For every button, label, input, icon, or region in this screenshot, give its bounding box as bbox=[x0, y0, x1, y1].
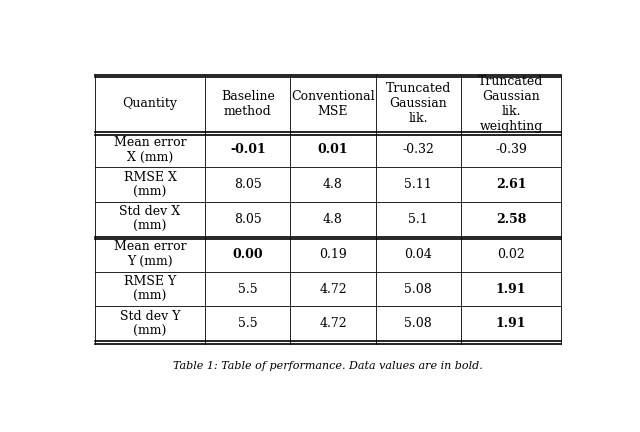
Text: Table 1: Table of performance. Data values are in bold.: Table 1: Table of performance. Data valu… bbox=[173, 361, 483, 371]
Text: Std dev Y
(mm): Std dev Y (mm) bbox=[120, 310, 180, 338]
Text: RMSE Y
(mm): RMSE Y (mm) bbox=[124, 275, 176, 303]
Text: 4.72: 4.72 bbox=[319, 283, 347, 295]
Text: 0.02: 0.02 bbox=[497, 248, 525, 260]
Text: 5.08: 5.08 bbox=[404, 283, 432, 295]
Text: 0.00: 0.00 bbox=[232, 248, 263, 260]
Text: 1.91: 1.91 bbox=[496, 318, 526, 330]
Text: -0.01: -0.01 bbox=[230, 143, 266, 156]
Text: 4.8: 4.8 bbox=[323, 213, 343, 226]
Text: Std dev X
(mm): Std dev X (mm) bbox=[120, 205, 180, 233]
Text: 4.72: 4.72 bbox=[319, 318, 347, 330]
Text: Mean error
Y (mm): Mean error Y (mm) bbox=[114, 240, 186, 268]
Text: 8.05: 8.05 bbox=[234, 178, 262, 191]
Text: 5.1: 5.1 bbox=[408, 213, 428, 226]
Text: 8.05: 8.05 bbox=[234, 213, 262, 226]
Text: 5.08: 5.08 bbox=[404, 318, 432, 330]
Text: 5.5: 5.5 bbox=[238, 283, 257, 295]
Text: 5.5: 5.5 bbox=[238, 318, 257, 330]
Text: Truncated
Gaussian
lik.
weighting: Truncated Gaussian lik. weighting bbox=[478, 75, 543, 133]
Text: 2.61: 2.61 bbox=[496, 178, 526, 191]
Text: RMSE X
(mm): RMSE X (mm) bbox=[124, 171, 177, 199]
Text: 1.91: 1.91 bbox=[496, 283, 526, 295]
Text: Mean error
X (mm): Mean error X (mm) bbox=[114, 136, 186, 164]
Text: -0.39: -0.39 bbox=[495, 143, 527, 156]
Text: 2.58: 2.58 bbox=[496, 213, 526, 226]
Text: Quantity: Quantity bbox=[122, 97, 177, 110]
Text: 0.04: 0.04 bbox=[404, 248, 432, 260]
Text: Truncated
Gaussian
lik.: Truncated Gaussian lik. bbox=[385, 82, 451, 125]
Text: Conventional
MSE: Conventional MSE bbox=[291, 90, 375, 118]
Text: 0.01: 0.01 bbox=[317, 143, 348, 156]
Text: 4.8: 4.8 bbox=[323, 178, 343, 191]
Text: Baseline
method: Baseline method bbox=[221, 90, 275, 118]
Text: -0.32: -0.32 bbox=[403, 143, 434, 156]
Text: 5.11: 5.11 bbox=[404, 178, 432, 191]
Text: 0.19: 0.19 bbox=[319, 248, 347, 260]
